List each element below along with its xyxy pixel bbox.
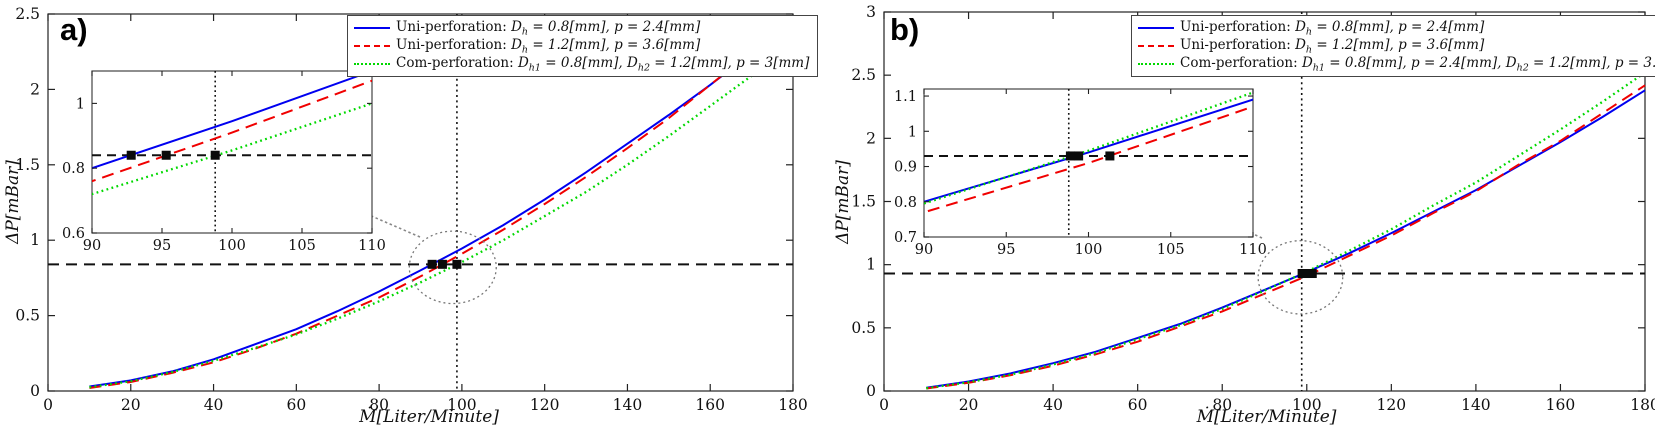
curve-uni_12 (89, 16, 794, 389)
crossing-markers (427, 259, 462, 269)
panel-a-label: a) (60, 12, 88, 47)
tick-label: 90 (83, 238, 101, 254)
tick-label: 140 (1461, 396, 1491, 414)
tick-label: 80 (1212, 396, 1232, 414)
panel-b-label: b) (890, 12, 920, 47)
highlight-ellipse (408, 230, 497, 305)
legend-label: Com-perforation: Dh1 = 0.8[mm], Dh2 = 1.… (396, 54, 810, 74)
legend-entry: Com-perforation: Dh1 = 0.8[mm], Dh2 = 1.… (354, 55, 809, 73)
legend-line-sample (354, 27, 390, 29)
chart-svg-a: 0 20 40 60 80 100 120 140 160 180 0 0.5 1 1.5 2 2.5 90 95… (15, 5, 807, 414)
tick-label: 60 (1128, 396, 1148, 414)
tick-label: 0.9 (894, 160, 917, 176)
tick-label: 40 (1043, 396, 1063, 414)
tick-label: 100 (1075, 242, 1103, 258)
tick-label: 110 (1239, 242, 1267, 258)
tick-label: 1.1 (894, 89, 917, 105)
tick-label: 0.8 (62, 161, 85, 177)
legend-line-sample (1138, 45, 1174, 47)
tick-label: 2.5 (15, 5, 40, 23)
tick-label: 0.8 (894, 195, 917, 211)
tick-label: 120 (1377, 396, 1407, 414)
tick-label: 0.6 (62, 226, 85, 242)
curve-uni_08 (926, 89, 1646, 389)
x-axis-label-a: Ṁ[Liter/Minute] (359, 407, 499, 427)
tick-label: 90 (915, 242, 933, 258)
legend-entry: Uni-perforation: Dh = 1.2[mm], p = 3.6[m… (354, 37, 809, 55)
tick-label: 0 (43, 396, 53, 414)
tick-label: 20 (121, 396, 141, 414)
x-axis-label-b: Ṁ[Liter/Minute] (1196, 407, 1337, 427)
tick-label: 1.5 (851, 193, 876, 211)
legend-line-sample (354, 45, 390, 47)
inset: 90 95 100 105 110 0.6 0.8 1 (62, 70, 386, 254)
tick-label: 180 (1630, 396, 1655, 414)
tick-label: 100 (447, 396, 477, 414)
tick-label: 2 (30, 80, 40, 98)
y-axis-label-b: ΔP[mBar] (833, 160, 853, 244)
legend-label: Com-perforation: Dh1 = 0.8[mm], p = 2.4[… (1180, 54, 1655, 74)
tick-label: 95 (153, 238, 171, 254)
legend-line-sample (1138, 63, 1174, 65)
tick-label: 100 (218, 238, 246, 254)
main-axes: 0 20 40 60 80 100 120 140 160 180 0 0.5 1 1.5 2 2.5 3 (851, 3, 1655, 414)
tick-label: 105 (288, 238, 316, 254)
tick-label: 105 (1157, 242, 1185, 258)
highlight-ellipse (1257, 240, 1344, 315)
tick-label: 140 (613, 396, 643, 414)
tick-label: 1 (866, 256, 876, 274)
tick-label: 2 (866, 129, 876, 147)
tick-label: 0 (866, 382, 876, 400)
legend-entry: Uni-perforation: Dh = 1.2[mm], p = 3.6[m… (1138, 37, 1655, 55)
tick-label: 160 (1546, 396, 1576, 414)
inset: 90 95 100 105 110 0.7 0.8 0.9 1 1.1 (894, 88, 1267, 258)
legend-line-sample (1138, 27, 1174, 29)
legend-label: Uni-perforation: Dh = 1.2[mm], p = 3.6[m… (396, 36, 701, 56)
legend-entry: Uni-perforation: Dh = 0.8[mm], p = 2.4[m… (1138, 19, 1655, 37)
tick-label: 110 (358, 238, 386, 254)
tick-label: 95 (997, 242, 1015, 258)
legend-entry: Uni-perforation: Dh = 0.8[mm], p = 2.4[m… (354, 19, 809, 37)
tick-label: 1.5 (15, 156, 40, 174)
y-axis-label-a: ΔP[mBar] (3, 160, 23, 244)
tick-label: 160 (695, 396, 725, 414)
crossing-markers (1297, 269, 1317, 279)
curve-uni_12 (926, 84, 1646, 390)
reference-lines (884, 12, 1645, 391)
tick-label: 60 (286, 396, 306, 414)
curves (89, 16, 794, 389)
curve-com (89, 43, 794, 389)
tick-label: 1 (30, 231, 40, 249)
panel-a: 0 20 40 60 80 100 120 140 160 180 0 0.5 1 1.5 2 2.5 90 95… (3, 5, 819, 427)
tick-label: 20 (959, 396, 979, 414)
tick-label: 0 (30, 382, 40, 400)
tick-label: 1 (76, 96, 85, 112)
legend-label: Uni-perforation: Dh = 0.8[mm], p = 2.4[m… (396, 18, 701, 38)
panel-b: 0 20 40 60 80 100 120 140 160 180 0 0.5 1 1.5 2 2.5 3 90 9… (830, 0, 1655, 444)
legend-entry: Com-perforation: Dh1 = 0.8[mm], p = 2.4[… (1138, 55, 1655, 73)
legend-line-sample (354, 63, 390, 65)
tick-label: 0.5 (851, 319, 876, 337)
tick-label: 120 (530, 396, 560, 414)
tick-label: 2.5 (851, 66, 876, 84)
curves (926, 71, 1646, 390)
tick-label: 40 (204, 396, 224, 414)
tick-label: 100 (1292, 396, 1322, 414)
legend-b: Uni-perforation: Dh = 0.8[mm], p = 2.4[m… (1131, 15, 1655, 77)
tick-label: 180 (778, 396, 808, 414)
curve-uni_08 (89, 20, 794, 388)
tick-label: 0.5 (15, 307, 40, 325)
reference-lines (48, 14, 793, 391)
legend-label: Uni-perforation: Dh = 1.2[mm], p = 3.6[m… (1180, 36, 1485, 56)
tick-label: 0.7 (894, 230, 917, 246)
tick-label: 80 (369, 396, 389, 414)
legend-a: Uni-perforation: Dh = 0.8[mm], p = 2.4[m… (347, 15, 819, 77)
legend-label: Uni-perforation: Dh = 0.8[mm], p = 2.4[m… (1180, 18, 1485, 38)
tick-label: 3 (866, 3, 876, 21)
tick-label: 1 (908, 124, 917, 140)
tick-label: 0 (879, 396, 889, 414)
main-axes: 0 20 40 60 80 100 120 140 160 180 0 0.5 1 1.5 2 2.5 (15, 5, 807, 414)
